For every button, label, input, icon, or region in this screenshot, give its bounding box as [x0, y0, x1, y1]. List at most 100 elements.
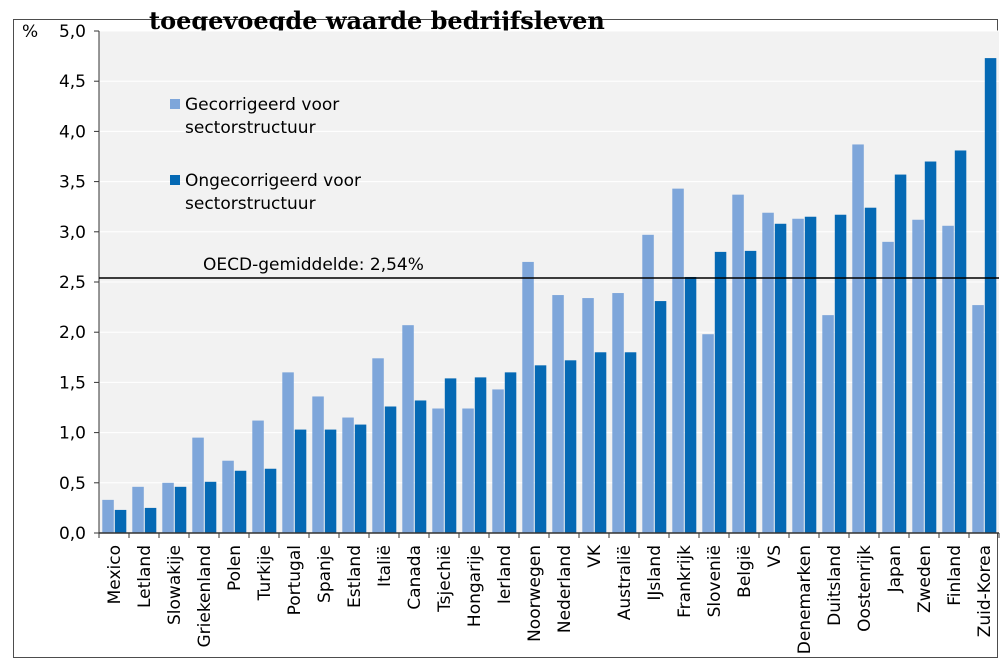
x-tick-label: Polen [225, 545, 245, 591]
x-tick-label: België [735, 545, 755, 598]
bar-uncorrected [474, 377, 487, 533]
x-tick-label: Oostenrijk [855, 545, 875, 632]
bar-uncorrected [804, 216, 817, 534]
y-tick-label: 1,0 [59, 424, 86, 444]
x-tick-label: Duitsland [825, 545, 845, 626]
y-tick-label: 1,5 [59, 373, 86, 393]
bar-uncorrected [894, 174, 907, 533]
x-tick-label: IJsland [645, 545, 665, 601]
x-tick-label: Mexico [105, 545, 125, 604]
x-tick-label: Finland [945, 545, 965, 606]
bar-uncorrected [114, 509, 127, 533]
bar-corrected [372, 358, 384, 533]
chart-title: toegevoegde waarde bedrijfsleven [149, 6, 605, 35]
bar-uncorrected [264, 468, 277, 533]
x-tick-label: Turkije [255, 545, 275, 601]
bar-corrected [252, 420, 264, 533]
y-tick-label: 2,5 [59, 273, 86, 293]
legend-label-uncorrected-line1: Ongecorrigeerd voor [185, 171, 361, 191]
x-tick-label: Frankrijk [675, 545, 695, 618]
bar-corrected [882, 241, 894, 533]
bar-corrected [462, 408, 474, 533]
bar-corrected [312, 396, 324, 533]
x-tick-label: Portugal [285, 545, 305, 615]
bar-corrected [162, 482, 174, 533]
y-tick-label: 4,5 [59, 72, 86, 92]
bar-corrected [612, 293, 624, 533]
bar-corrected [792, 218, 804, 534]
bar-corrected [492, 389, 504, 533]
bar-corrected [852, 144, 864, 533]
bar-uncorrected [174, 486, 187, 533]
bar-corrected [402, 325, 414, 533]
bar-uncorrected [564, 360, 577, 533]
bar-corrected [642, 234, 654, 533]
legend-label-corrected-line1: Gecorrigeerd voor [185, 95, 339, 115]
x-tick-label: Zweden [915, 545, 935, 613]
bar-corrected [342, 417, 354, 533]
bar-corrected [222, 460, 234, 533]
bar-corrected [912, 219, 924, 533]
bar-corrected [552, 295, 564, 533]
bar-corrected [762, 212, 774, 533]
y-tick-label: 4,0 [59, 122, 86, 142]
bar-uncorrected [504, 372, 517, 533]
bar-uncorrected [144, 507, 157, 533]
x-tick-label: Slovenië [705, 545, 725, 617]
bar-uncorrected [624, 352, 637, 533]
x-tick-label: Letland [135, 545, 155, 608]
legend-swatch-uncorrected [170, 175, 180, 185]
y-axis-label: % [22, 22, 38, 42]
chart-frame: toegevoegde waarde bedrijfsleven [13, 6, 998, 658]
x-tick-label: Japan [885, 545, 905, 593]
bar-uncorrected [654, 301, 667, 533]
y-tick-label: 2,0 [59, 323, 86, 343]
bar-corrected [132, 486, 144, 533]
x-tick-label: Zuid-Korea [975, 545, 995, 637]
y-tick-label: 0,0 [59, 524, 86, 544]
bar-corrected [192, 437, 204, 533]
bar-uncorrected [984, 58, 997, 533]
x-tick-label: Denemarken [795, 545, 815, 654]
bar-uncorrected [744, 250, 757, 533]
bar-corrected [432, 408, 444, 533]
y-tick-label: 5,0 [59, 22, 86, 42]
x-tick-label: Estland [345, 545, 365, 608]
x-tick-label: Hongarije [465, 545, 485, 627]
bar-uncorrected [594, 352, 607, 533]
bar-uncorrected [834, 214, 847, 533]
legend-label-uncorrected-line2: sectorstructuur [185, 194, 316, 214]
bar-corrected [672, 188, 684, 534]
bar-uncorrected [954, 150, 967, 533]
bar-uncorrected [234, 470, 247, 533]
bar-corrected [972, 305, 984, 533]
bar-uncorrected [204, 481, 217, 533]
bar-uncorrected [294, 429, 307, 533]
bar-corrected [942, 225, 954, 533]
x-tick-label: Noorwegen [525, 545, 545, 642]
x-tick-label: Nederland [555, 545, 575, 633]
bar-corrected [822, 315, 834, 533]
legend-swatch-corrected [170, 99, 180, 109]
x-tick-label: Spanje [315, 545, 335, 603]
bar-uncorrected [324, 429, 337, 533]
y-tick-label: 3,0 [59, 223, 86, 243]
bar-corrected [732, 194, 744, 534]
legend-label-corrected-line2: sectorstructuur [185, 118, 316, 138]
x-tick-label: Tsjechië [435, 545, 455, 613]
bar-corrected [282, 372, 294, 533]
x-tick-label: Griekenland [195, 545, 215, 648]
bar-uncorrected [354, 424, 367, 533]
bar-corrected [102, 499, 114, 533]
bar-uncorrected [444, 378, 457, 533]
bar-uncorrected [384, 406, 397, 533]
bar-corrected [702, 334, 714, 533]
x-tick-label: Australië [615, 545, 635, 620]
x-tick-label: Italië [375, 545, 395, 587]
x-tick-label: Ierland [495, 545, 515, 604]
bar-uncorrected [864, 207, 877, 534]
bar-corrected [582, 298, 594, 533]
bar-uncorrected [774, 223, 787, 533]
